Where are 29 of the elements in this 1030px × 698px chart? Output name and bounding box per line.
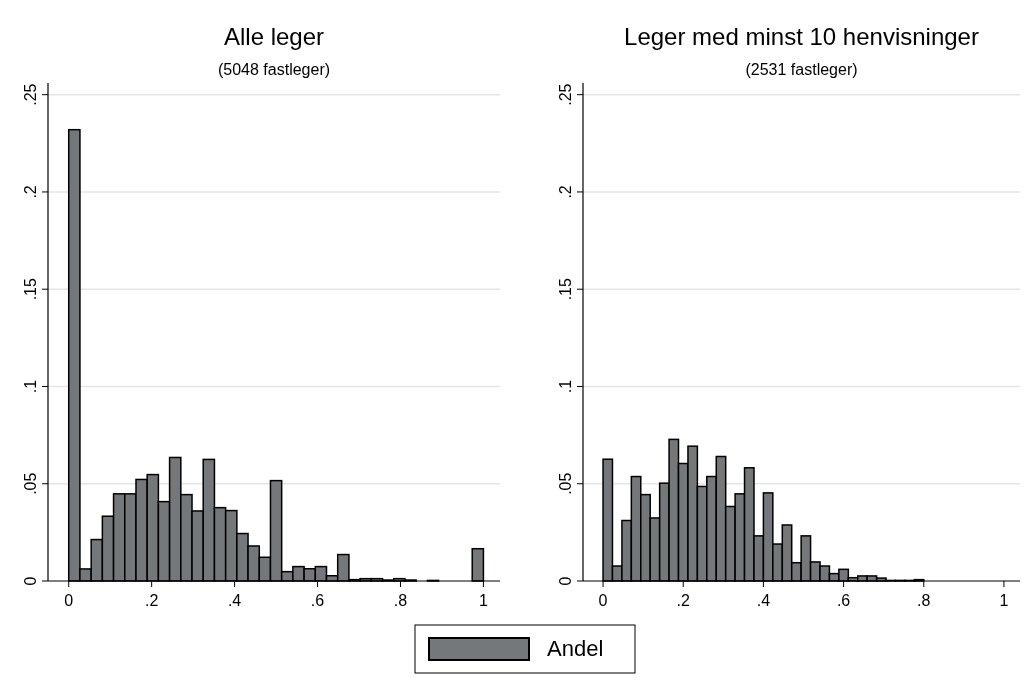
- y-tick-label: .1: [557, 379, 574, 394]
- x-tick-label: 1: [478, 592, 488, 609]
- legend-label: Andel: [547, 636, 604, 661]
- y-tick-label: .15: [22, 277, 39, 301]
- y-tick-label: .05: [557, 472, 574, 495]
- x-tick-label: .6: [310, 592, 325, 609]
- chart-subtitle: (5048 fastleger): [217, 61, 331, 78]
- y-tick-label: 0: [557, 576, 574, 586]
- y-tick-label: .05: [22, 472, 39, 495]
- y-tick-label: .25: [557, 83, 574, 106]
- y-tick-label: .15: [557, 277, 574, 301]
- x-tick-label: .8: [393, 592, 408, 609]
- x-tick-label: .8: [917, 592, 931, 609]
- x-tick-label: .2: [676, 592, 690, 609]
- x-tick-label: 0: [64, 592, 74, 609]
- x-tick-label: .2: [145, 592, 159, 609]
- y-tick-label: 0: [22, 576, 39, 586]
- chart-subtitle: (2531 fastleger): [745, 61, 858, 78]
- y-tick-label: .25: [22, 83, 39, 106]
- chart-title: Alle leger: [223, 23, 325, 50]
- x-tick-label: .4: [227, 592, 242, 609]
- y-tick-label: .2: [557, 185, 574, 199]
- y-tick-label: .2: [22, 185, 39, 199]
- x-tick-label: 1: [999, 592, 1009, 609]
- x-tick-label: .4: [756, 592, 771, 609]
- y-tick-label: .1: [22, 379, 39, 394]
- chart-title: Leger med minst 10 henvisninger: [624, 23, 979, 50]
- x-tick-label: .6: [836, 592, 851, 609]
- x-tick-label: 0: [598, 592, 608, 609]
